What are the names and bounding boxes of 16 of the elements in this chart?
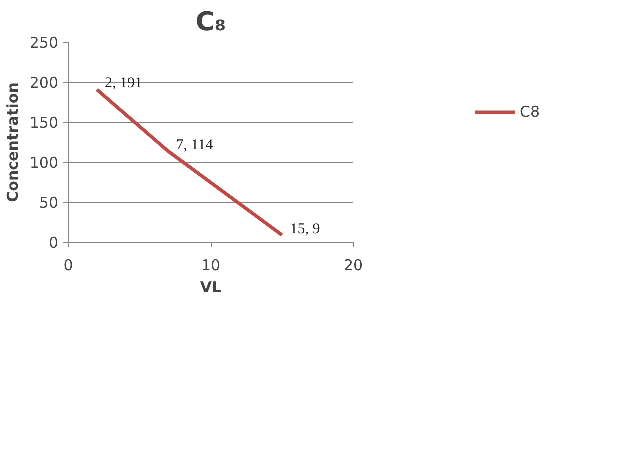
y-axis-title: Concentration — [4, 82, 22, 202]
x-tick-label: 0 — [64, 256, 74, 274]
data-label: 7, 114 — [176, 137, 214, 154]
y-tick-label: 0 — [48, 234, 59, 252]
y-tick-label: 100 — [30, 154, 59, 172]
chart-title: C₈ — [196, 8, 226, 38]
data-label: 2, 191 — [105, 76, 142, 92]
x-tick-label: 10 — [201, 256, 221, 274]
legend-label: C8 — [520, 103, 540, 121]
x-tick-label: 20 — [344, 256, 364, 274]
y-tick-label: 200 — [30, 74, 59, 92]
data-label: 15, 9 — [290, 221, 320, 238]
y-tick-label: 250 — [30, 34, 59, 52]
y-tick-label: 50 — [39, 194, 59, 212]
y-tick-label: 150 — [30, 114, 59, 132]
x-axis-title: VL — [200, 278, 222, 296]
